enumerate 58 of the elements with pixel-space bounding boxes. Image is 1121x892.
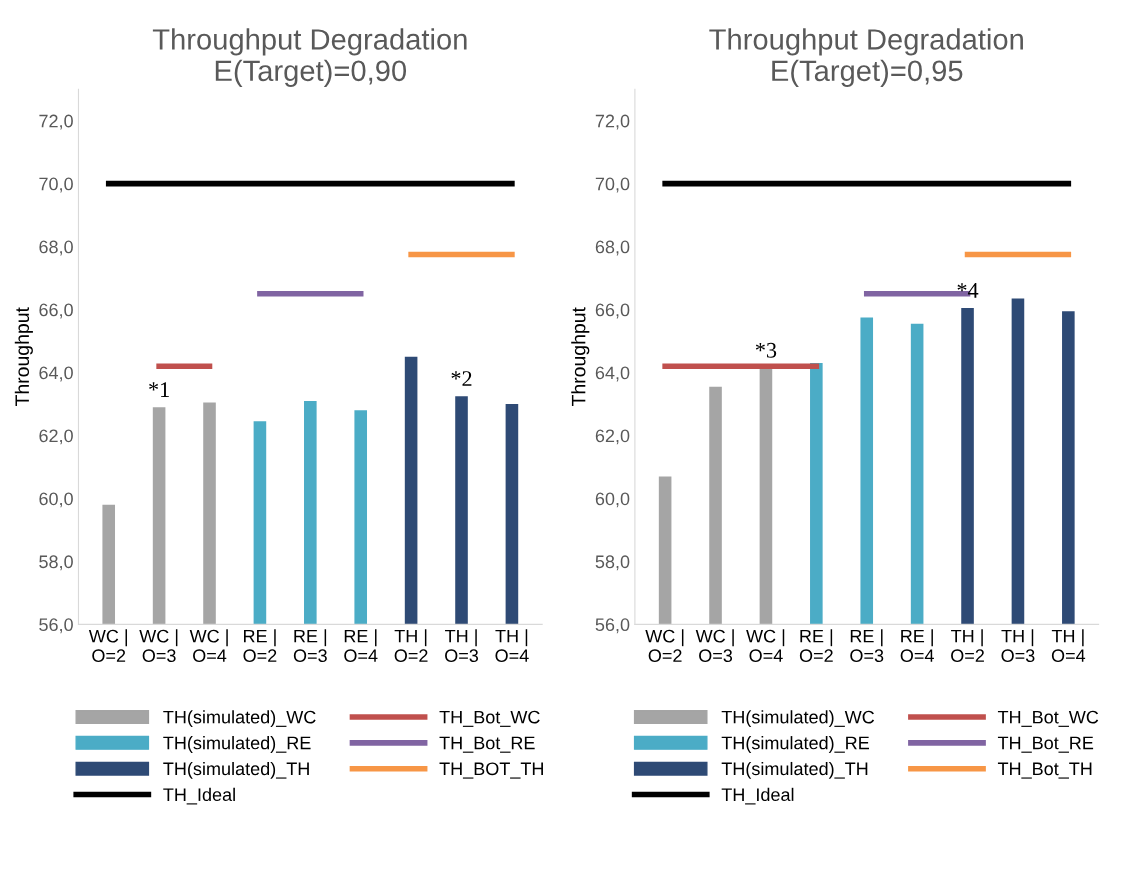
x-tick-label: RE | O=3	[850, 629, 884, 663]
legend-label: TH(simulated)_RE	[721, 736, 869, 753]
y-tick-label: 70,0	[39, 177, 73, 193]
x-tick-label: RE | O=2	[799, 629, 833, 663]
legend-label: TH_Ideal	[163, 787, 235, 805]
x-tick-label: TH | O=3	[445, 629, 479, 663]
y-tick-label: 60,0	[39, 492, 73, 508]
y-tick-label: 64,0	[595, 366, 630, 382]
x-tick-label: WC | O=2	[645, 629, 684, 663]
legend-label: TH_Bot_WC	[997, 710, 1099, 727]
y-tick-label: 60,0	[595, 492, 630, 508]
legend-label: TH(simulated)_TH	[163, 761, 309, 779]
y-tick-label: 70,0	[595, 177, 630, 193]
annotation: *3	[755, 342, 777, 358]
chart-title: Throughput Degradation E(Target)=0,90	[152, 28, 467, 87]
y-tick-label: 66,0	[39, 303, 73, 319]
annotation: *4	[957, 283, 979, 298]
annotation: *2	[451, 371, 472, 386]
y-tick-label: 64,0	[39, 366, 73, 382]
x-tick-label: TH | O=2	[951, 629, 984, 663]
y-axis-title: Throughput	[14, 307, 33, 407]
x-tick-label: RE | O=4	[344, 629, 378, 663]
x-tick-label: RE | O=2	[243, 629, 277, 663]
x-tick-label: TH | O=4	[495, 629, 529, 663]
legend-label: TH_Bot_RE	[997, 736, 1094, 753]
y-tick-label: 58,0	[595, 555, 630, 571]
legend-label: TH_Bot_TH	[997, 762, 1092, 779]
y-tick-label: 56,0	[595, 618, 630, 634]
x-tick-label: WC | O=3	[695, 629, 734, 663]
y-tick-label: 62,0	[595, 429, 630, 445]
legend-label: TH(simulated)_TH	[721, 761, 868, 779]
x-tick-label: WC | O=3	[139, 629, 178, 663]
legend-label: TH(simulated)_WC	[163, 710, 316, 728]
y-tick-label: 58,0	[39, 555, 73, 571]
x-tick-label: WC | O=4	[746, 629, 785, 663]
x-tick-label: WC | O=2	[88, 629, 127, 663]
x-tick-label: WC | O=4	[189, 629, 228, 663]
legend-label: TH_Bot_WC	[439, 710, 540, 727]
x-tick-label: TH | O=3	[1001, 629, 1035, 663]
legend-label: TH_BOT_TH	[439, 762, 543, 779]
legend-label: TH_Ideal	[721, 787, 794, 805]
x-tick-label: RE | O=4	[900, 629, 934, 663]
legend-label: TH(simulated)_WC	[721, 710, 875, 728]
x-tick-label: TH | O=4	[1051, 629, 1086, 663]
x-tick-label: RE | O=3	[293, 629, 327, 663]
chart-title: Throughput Degradation E(Target)=0,95	[709, 28, 1023, 87]
y-tick-label: 66,0	[595, 303, 630, 319]
y-tick-label: 62,0	[39, 429, 73, 445]
y-tick-label: 56,0	[39, 618, 73, 634]
y-axis-title: Throughput	[571, 307, 590, 407]
y-tick-label: 68,0	[39, 240, 73, 256]
y-tick-label: 72,0	[39, 114, 73, 130]
x-tick-label: TH | O=2	[394, 629, 428, 663]
annotation: *1	[149, 382, 169, 397]
y-tick-label: 68,0	[595, 240, 630, 256]
legend-label: TH(simulated)_RE	[163, 736, 311, 753]
legend-label: TH_Bot_RE	[439, 736, 535, 753]
y-tick-label: 72,0	[595, 114, 630, 130]
